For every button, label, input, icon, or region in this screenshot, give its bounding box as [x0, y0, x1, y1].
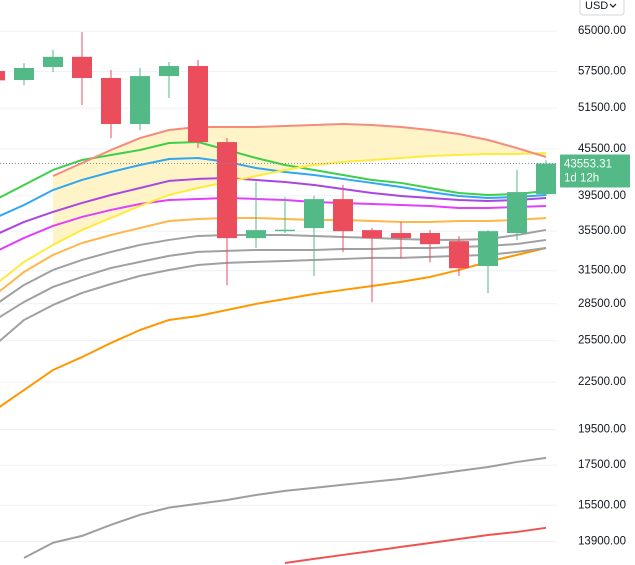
ma-line [52, 123, 547, 177]
y-tick-label: 13900.00 [578, 535, 626, 547]
y-tick-label: 19500.00 [578, 423, 626, 435]
ma-line [0, 216, 547, 293]
candle-body [130, 76, 150, 124]
y-tick-label: 57500.00 [578, 66, 626, 78]
dropdown-box[interactable] [579, 0, 625, 16]
y-tick-label: 28500.00 [578, 298, 626, 310]
y-tick-label: 31500.00 [578, 265, 626, 277]
ma-line [0, 176, 547, 234]
currency-dropdown[interactable]: USD [579, 0, 625, 16]
candle-body [188, 66, 208, 143]
plot-area [0, 32, 557, 564]
ma-line [0, 156, 547, 217]
candle-body [449, 241, 469, 269]
y-tick-label: 22500.00 [578, 376, 626, 388]
last-price-box [560, 154, 630, 188]
candle-body [362, 230, 382, 239]
y-tick-label: 65000.00 [578, 25, 626, 37]
y-tick-label: 51500.00 [578, 102, 626, 114]
candle-body [478, 231, 498, 267]
candle-body [0, 71, 5, 81]
ma-line [0, 247, 547, 408]
candle-body [507, 192, 527, 234]
ma-line [0, 141, 547, 199]
candle-body [333, 199, 353, 232]
candle-body [43, 56, 63, 68]
candle-body [304, 199, 324, 229]
candle-body [391, 233, 411, 239]
candle-body [101, 78, 121, 124]
candle-body [420, 233, 440, 245]
candle-body [246, 230, 266, 239]
y-tick-label: 17500.00 [578, 459, 626, 471]
ma-line [0, 197, 547, 251]
chevron [609, 3, 617, 8]
y-tick-label: 35500.00 [578, 225, 626, 237]
ma-line [284, 526, 547, 564]
candle-body [217, 142, 237, 239]
y-tick-label: 45500.00 [578, 143, 626, 155]
ma-line [0, 228, 547, 303]
y-tick-label: 25500.00 [578, 335, 626, 347]
candle-body [14, 68, 34, 81]
y-tick-label: 39500.00 [578, 190, 626, 202]
y-tick-label: 15500.00 [578, 499, 626, 511]
candle-body [275, 229, 295, 232]
currency-label[interactable]: USD [585, 0, 608, 12]
grid [0, 30, 557, 542]
candle-body [159, 66, 179, 77]
candle-body [72, 56, 92, 79]
last-price-label: 43553.31 [564, 159, 612, 171]
candle-body [536, 163, 556, 195]
cloud-band [53, 123, 546, 245]
ma-line [0, 152, 547, 283]
ma-line [23, 456, 547, 559]
price-axis: 65000.00 57500.00 51500.00 45500.00 39500.00… [560, 25, 630, 547]
countdown-label: 1d 12h [564, 173, 599, 185]
